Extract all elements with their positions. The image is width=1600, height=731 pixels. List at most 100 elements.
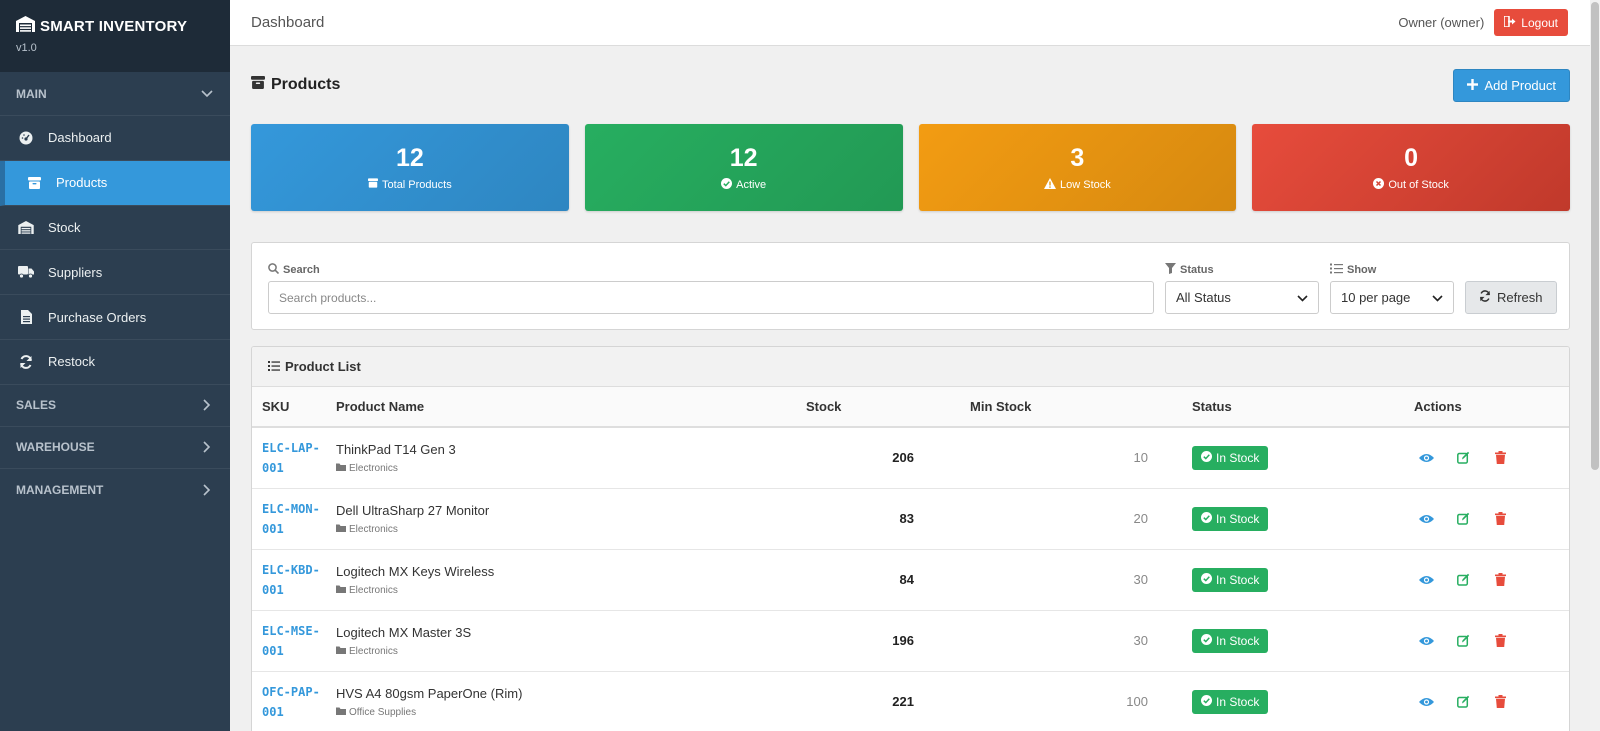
edit-icon[interactable] [1455, 694, 1471, 710]
stock-value: 84 [806, 549, 970, 611]
x-circle-icon [1373, 177, 1385, 192]
page-title: Products [251, 76, 340, 94]
stat-card-active: 12 Active [584, 124, 903, 211]
check-circle-icon [1201, 572, 1212, 587]
product-category: Electronics [349, 584, 398, 596]
product-category: Electronics [349, 645, 398, 657]
product-category: Electronics [349, 523, 398, 535]
stat-card-out-of-stock: 0 Out of Stock [1252, 124, 1570, 211]
nav-section-sales[interactable]: SALES [0, 385, 230, 427]
delete-icon[interactable] [1492, 572, 1508, 588]
stat-card-low-stock: 3 Low Stock [918, 124, 1237, 211]
product-name: Dell UltraSharp 27 Monitor [336, 502, 490, 518]
table-row: ELC-MON-001 Dell UltraSharp 27 Monitor E… [252, 488, 1569, 550]
sku-link[interactable]: ELC-MON-001 [262, 501, 320, 536]
page-scrollbar[interactable] [1590, 0, 1600, 731]
stock-value: 206 [806, 427, 970, 489]
product-table: SKU Product Name Stock Min Stock Status … [252, 387, 1569, 731]
view-icon[interactable] [1418, 572, 1434, 588]
product-name: ThinkPad T14 Gen 3 [336, 441, 456, 457]
product-list-header: Product List [252, 347, 1569, 387]
product-category: Office Supplies [349, 706, 417, 718]
sku-link[interactable]: ELC-KBD-001 [262, 562, 320, 597]
nav-section-main[interactable]: MAIN [0, 72, 230, 116]
nav-section-management[interactable]: MANAGEMENT [0, 469, 230, 511]
check-circle-icon [1201, 511, 1212, 526]
table-row: ELC-KBD-001 Logitech MX Keys Wireless El… [252, 549, 1569, 611]
chevron-down-icon [1297, 290, 1308, 305]
check-circle-icon [1201, 450, 1212, 465]
min-stock-value: 30 [970, 610, 1168, 672]
status-badge: In Stock [1192, 445, 1269, 470]
sidebar-item-purchase-orders[interactable]: Purchase Orders [0, 295, 230, 340]
edit-icon[interactable] [1455, 450, 1471, 466]
search-input[interactable] [268, 281, 1154, 314]
column-header-product-name[interactable]: Product Name [336, 387, 806, 428]
view-icon[interactable] [1418, 511, 1434, 527]
view-icon[interactable] [1418, 633, 1434, 649]
search-icon [268, 263, 280, 277]
table-row: OFC-PAP-001 HVS A4 80gsm PaperOne (Rim) … [252, 671, 1569, 731]
delete-icon[interactable] [1492, 511, 1508, 527]
status-badge: In Stock [1192, 506, 1269, 531]
sidebar: SMART INVENTORY v1.0 MAIN Dashboard Prod… [0, 0, 230, 731]
folder-icon [336, 463, 346, 474]
filter-icon [1165, 263, 1176, 277]
chevron-down-icon [200, 87, 214, 101]
sku-link[interactable]: ELC-LAP-001 [262, 440, 320, 475]
box-icon [26, 175, 42, 191]
view-icon[interactable] [1418, 450, 1434, 466]
sidebar-item-suppliers[interactable]: Suppliers [0, 250, 230, 296]
view-icon[interactable] [1418, 694, 1434, 710]
sku-link[interactable]: OFC-PAP-001 [262, 684, 320, 719]
box-icon [368, 178, 379, 191]
logout-button[interactable]: Logout [1494, 9, 1568, 36]
stats-cards: 12 Total Products 12 Active 3 Low Stock … [251, 124, 1570, 211]
list-icon [268, 359, 280, 374]
page-size-select[interactable]: 10 per page [1330, 281, 1454, 314]
delete-icon[interactable] [1492, 694, 1508, 710]
edit-icon[interactable] [1455, 572, 1471, 588]
stock-value: 196 [806, 610, 970, 672]
edit-icon[interactable] [1455, 633, 1471, 649]
edit-icon[interactable] [1455, 511, 1471, 527]
min-stock-value: 10 [970, 427, 1168, 489]
main-content: Products Add Product 12 Total Products 1… [230, 46, 1590, 731]
check-circle-icon [1201, 633, 1212, 648]
stock-value: 221 [806, 671, 970, 731]
status-select[interactable]: All Status [1165, 281, 1319, 314]
chevron-down-icon [1432, 290, 1443, 305]
sidebar-item-products[interactable]: Products [0, 160, 230, 206]
table-row: ELC-LAP-001 ThinkPad T14 Gen 3 Electroni… [252, 427, 1569, 489]
column-header-actions: Actions [1414, 387, 1569, 428]
list-ordered-icon [1330, 263, 1343, 277]
column-header-stock[interactable]: Stock [806, 387, 970, 428]
column-header-status[interactable]: Status [1168, 387, 1414, 428]
stock-value: 83 [806, 488, 970, 550]
sku-link[interactable]: ELC-MSE-001 [262, 623, 320, 658]
sidebar-item-restock[interactable]: Restock [0, 340, 230, 385]
column-header-min-stock[interactable]: Min Stock [970, 387, 1168, 428]
folder-icon [336, 585, 346, 596]
add-product-button[interactable]: Add Product [1453, 68, 1570, 102]
min-stock-value: 30 [970, 549, 1168, 611]
column-header-sku[interactable]: SKU [252, 387, 336, 428]
status-badge: In Stock [1192, 689, 1269, 714]
delete-icon[interactable] [1492, 450, 1508, 466]
document-icon [18, 309, 34, 325]
product-category: Electronics [349, 462, 398, 474]
scrollbar-thumb[interactable] [1591, 2, 1599, 470]
refresh-button[interactable]: Refresh [1465, 281, 1557, 314]
status-badge: In Stock [1192, 567, 1269, 592]
nav-section-warehouse[interactable]: WAREHOUSE [0, 427, 230, 469]
refresh-icon [18, 354, 34, 370]
sidebar-item-stock[interactable]: Stock [0, 206, 230, 251]
warehouse-icon [16, 16, 35, 36]
delete-icon[interactable] [1492, 633, 1508, 649]
sidebar-item-dashboard[interactable]: Dashboard [0, 116, 230, 161]
folder-icon [336, 646, 346, 657]
refresh-icon [1479, 290, 1491, 305]
product-name: Logitech MX Keys Wireless [336, 563, 495, 579]
dashboard-icon [18, 130, 34, 146]
brand-name: SMART INVENTORY [40, 17, 188, 35]
